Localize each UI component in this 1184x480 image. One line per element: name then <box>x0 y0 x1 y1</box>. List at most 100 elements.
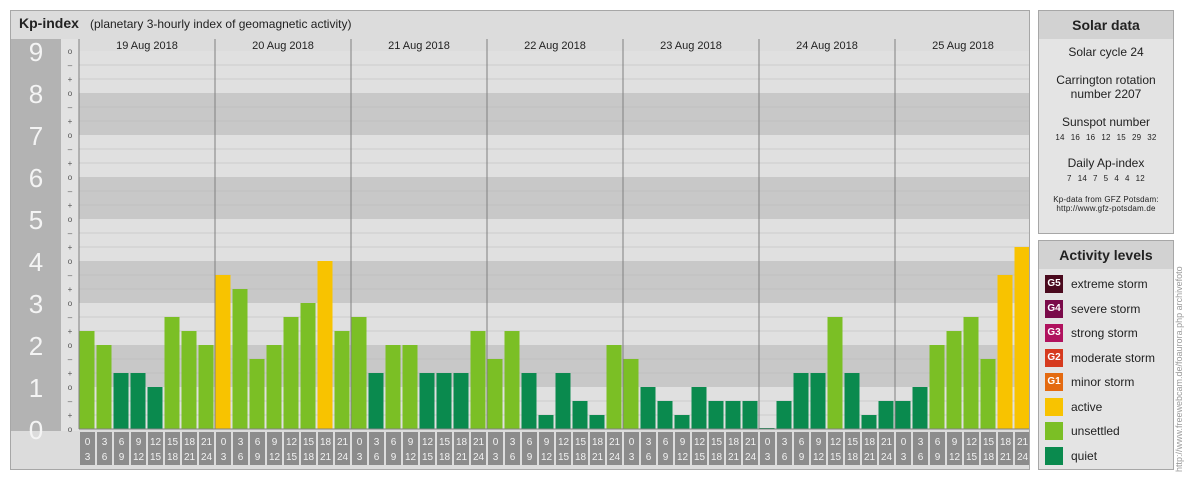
minor-tick-glyph: o <box>68 89 73 98</box>
date-label-4: 23 Aug 2018 <box>660 40 722 52</box>
hour-cell <box>352 432 367 465</box>
hour-cell <box>488 432 503 465</box>
hour-cell <box>437 432 452 465</box>
kp-bar <box>453 373 469 429</box>
minor-tick-glyph: + <box>68 159 73 168</box>
hour-end-label: 3 <box>901 452 907 463</box>
hour-start-label: 15 <box>711 437 723 448</box>
hour-start-label: 9 <box>272 437 278 448</box>
hour-end-label: 3 <box>357 452 363 463</box>
hour-cell <box>148 432 163 465</box>
kp-bar <box>606 345 622 429</box>
hour-cell <box>862 432 877 465</box>
activity-level-swatch <box>1045 446 1063 465</box>
hour-end-label: 6 <box>510 452 516 463</box>
kp-bar <box>742 400 758 429</box>
kp-bar <box>640 387 656 429</box>
hour-cell <box>1015 432 1029 465</box>
kp-bar <box>504 331 520 429</box>
hour-end-label: 15 <box>422 452 434 463</box>
hour-start-label: 12 <box>558 437 570 448</box>
hour-end-label: 12 <box>405 452 417 463</box>
kp-bar <box>589 415 605 429</box>
activity-level-label: moderate storm <box>1071 350 1156 365</box>
hour-start-label: 18 <box>320 437 332 448</box>
hour-end-label: 9 <box>391 452 397 463</box>
hour-cell <box>777 432 792 465</box>
minor-tick-glyph: + <box>68 201 73 210</box>
hour-cell <box>250 432 265 465</box>
hour-start-label: 12 <box>422 437 434 448</box>
y-tick-label-2: 2 <box>29 331 43 361</box>
y-tick-label-4: 4 <box>29 247 43 277</box>
hour-end-label: 9 <box>799 452 805 463</box>
kp-bar <box>198 345 214 429</box>
sunspot-value-5: 29 <box>1131 133 1142 142</box>
minor-tick-glyph: o <box>68 341 73 350</box>
activity-level-swatch: G4 <box>1045 299 1063 318</box>
kp-bar <box>249 358 265 429</box>
date-header-strip <box>79 39 1029 51</box>
minor-tick-glyph: + <box>68 411 73 420</box>
minor-tick-glyph: – <box>68 313 73 322</box>
date-label-5: 24 Aug 2018 <box>796 40 858 52</box>
hour-end-label: 21 <box>184 452 196 463</box>
hour-end-label: 12 <box>133 452 145 463</box>
y-tick-label-1: 1 <box>29 373 43 403</box>
hour-end-label: 3 <box>493 452 499 463</box>
hour-start-label: 3 <box>102 437 108 448</box>
activity-level-label: quiet <box>1071 448 1098 463</box>
hour-start-label: 0 <box>493 437 499 448</box>
hour-start-label: 6 <box>935 437 941 448</box>
hour-cell <box>335 432 350 465</box>
hour-end-label: 6 <box>782 452 788 463</box>
hour-start-label: 6 <box>119 437 125 448</box>
activity-level-label: extreme storm <box>1071 277 1148 291</box>
kp-bar <box>555 373 571 429</box>
hour-start-label: 9 <box>544 437 550 448</box>
stripe-level-6 <box>79 135 1029 177</box>
hour-end-label: 18 <box>167 452 179 463</box>
kp-bar <box>623 358 639 429</box>
activity-level-label: severe storm <box>1071 301 1141 316</box>
hour-end-label: 18 <box>303 452 315 463</box>
kp-bar <box>419 373 435 429</box>
hour-cell <box>131 432 146 465</box>
minor-tick-glyph: – <box>68 61 73 70</box>
activity-level-swatch: G5 <box>1045 275 1063 293</box>
date-label-1: 20 Aug 2018 <box>252 40 314 52</box>
activity-level-swatch <box>1045 422 1063 440</box>
hour-start-label: 15 <box>847 437 859 448</box>
hour-end-label: 15 <box>830 452 842 463</box>
kp-bar <box>232 289 248 429</box>
hour-cell <box>454 432 469 465</box>
kp-bar <box>334 331 350 429</box>
hour-start-label: 6 <box>255 437 261 448</box>
date-label-2: 21 Aug 2018 <box>388 40 450 52</box>
hour-start-label: 21 <box>881 437 893 448</box>
stripe-level-5 <box>79 177 1029 219</box>
carrington-line1: Carrington rotation <box>1056 73 1156 87</box>
hour-end-label: 9 <box>255 452 261 463</box>
activity-levels-header: Activity levels <box>1039 241 1173 269</box>
ap-label: Daily Ap-index <box>1067 156 1145 170</box>
hour-end-label: 18 <box>847 452 859 463</box>
hour-cell <box>539 432 554 465</box>
minor-tick-glyph: o <box>68 383 73 392</box>
kp-bar <box>1014 247 1029 429</box>
hour-end-label: 18 <box>711 452 723 463</box>
hour-start-label: 0 <box>629 437 635 448</box>
kp-index-panel: Kp-index (planetary 3-hourly index of ge… <box>10 10 1030 470</box>
hour-cell <box>675 432 690 465</box>
kp-bar <box>538 415 554 429</box>
ap-value-3: 5 <box>1103 174 1109 183</box>
y-tick-label-8: 8 <box>29 79 43 109</box>
minor-tick-glyph: – <box>68 103 73 112</box>
hour-start-label: 3 <box>510 437 516 448</box>
minor-tick-glyph: – <box>68 355 73 364</box>
minor-tick-glyph: o <box>68 425 73 434</box>
solar-data-panel: Solar data Solar cycle 24 Carrington rot… <box>1038 10 1174 234</box>
hour-cell <box>658 432 673 465</box>
hour-cell <box>522 432 537 465</box>
hour-end-label: 3 <box>765 452 771 463</box>
